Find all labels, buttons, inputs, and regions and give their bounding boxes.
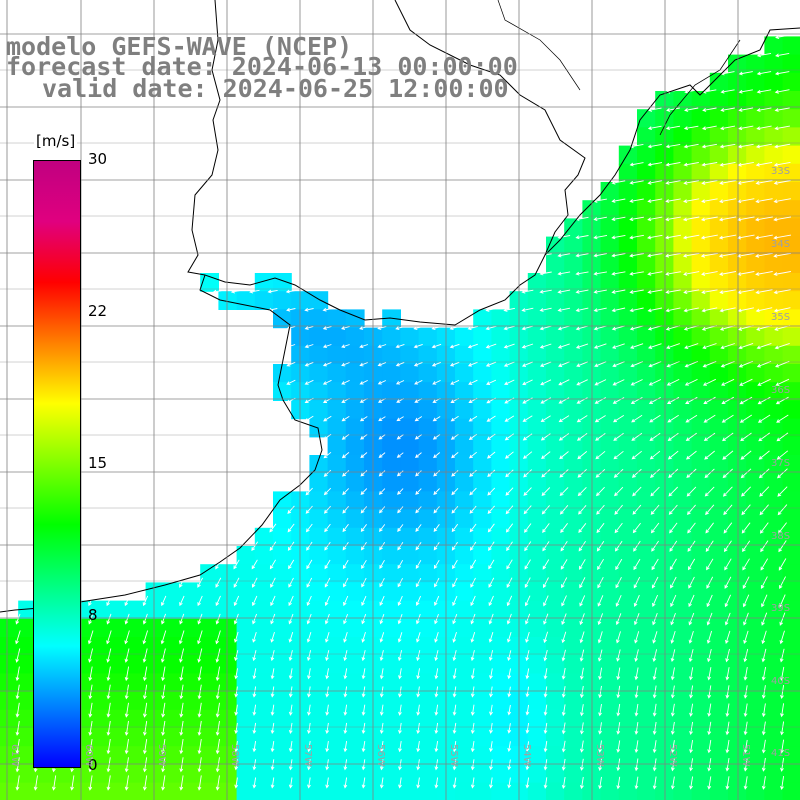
lon-label-61w: 61W [9,744,20,767]
lat-label-40s: 40S [771,676,791,687]
lat-label-34s: 34S [771,239,791,250]
land-mask [0,0,800,613]
lon-label-55w: 55W [448,744,459,767]
title-forecast-date: forecast date: 2024-06-13 00:00:00 [6,52,518,81]
lon-label-54w: 54W [521,744,532,767]
lon-label-57w: 57W [302,744,313,767]
lat-label-38s: 38S [771,531,791,542]
colorbar-tick-15: 15 [88,454,108,472]
lon-label-51w: 51W [740,744,751,767]
colorbar-tick-0: 0 [88,756,98,774]
lat-label-33s: 33S [771,166,791,177]
lat-label-39s: 39S [771,603,791,614]
lat-label-41s: 41S [771,748,791,759]
lat-label-36s: 36S [771,385,791,396]
colorbar-tick-22: 22 [88,302,108,320]
lon-label-56w: 56W [375,744,386,767]
wind-arrows [15,34,792,791]
lon-label-53w: 53W [594,744,605,767]
lon-label-59w: 59W [156,744,167,767]
lat-label-37s: 37S [771,458,791,469]
lon-label-52w: 52W [667,744,678,767]
lon-label-58w: 58W [229,744,240,767]
title-model: modelo GEFS-WAVE (NCEP) [6,32,353,61]
colorbar [33,160,81,768]
lon-label-60w: 60W [83,744,94,767]
wind-speed-field [0,36,800,800]
colorbar-tick-8: 8 [88,606,98,624]
lat-label-35s: 35S [771,312,791,323]
title-valid-date: valid date: 2024-06-25 12:00:00 [42,74,509,103]
colorbar-tick-30: 30 [88,150,108,168]
colorbar-units: [m/s] [34,132,78,150]
